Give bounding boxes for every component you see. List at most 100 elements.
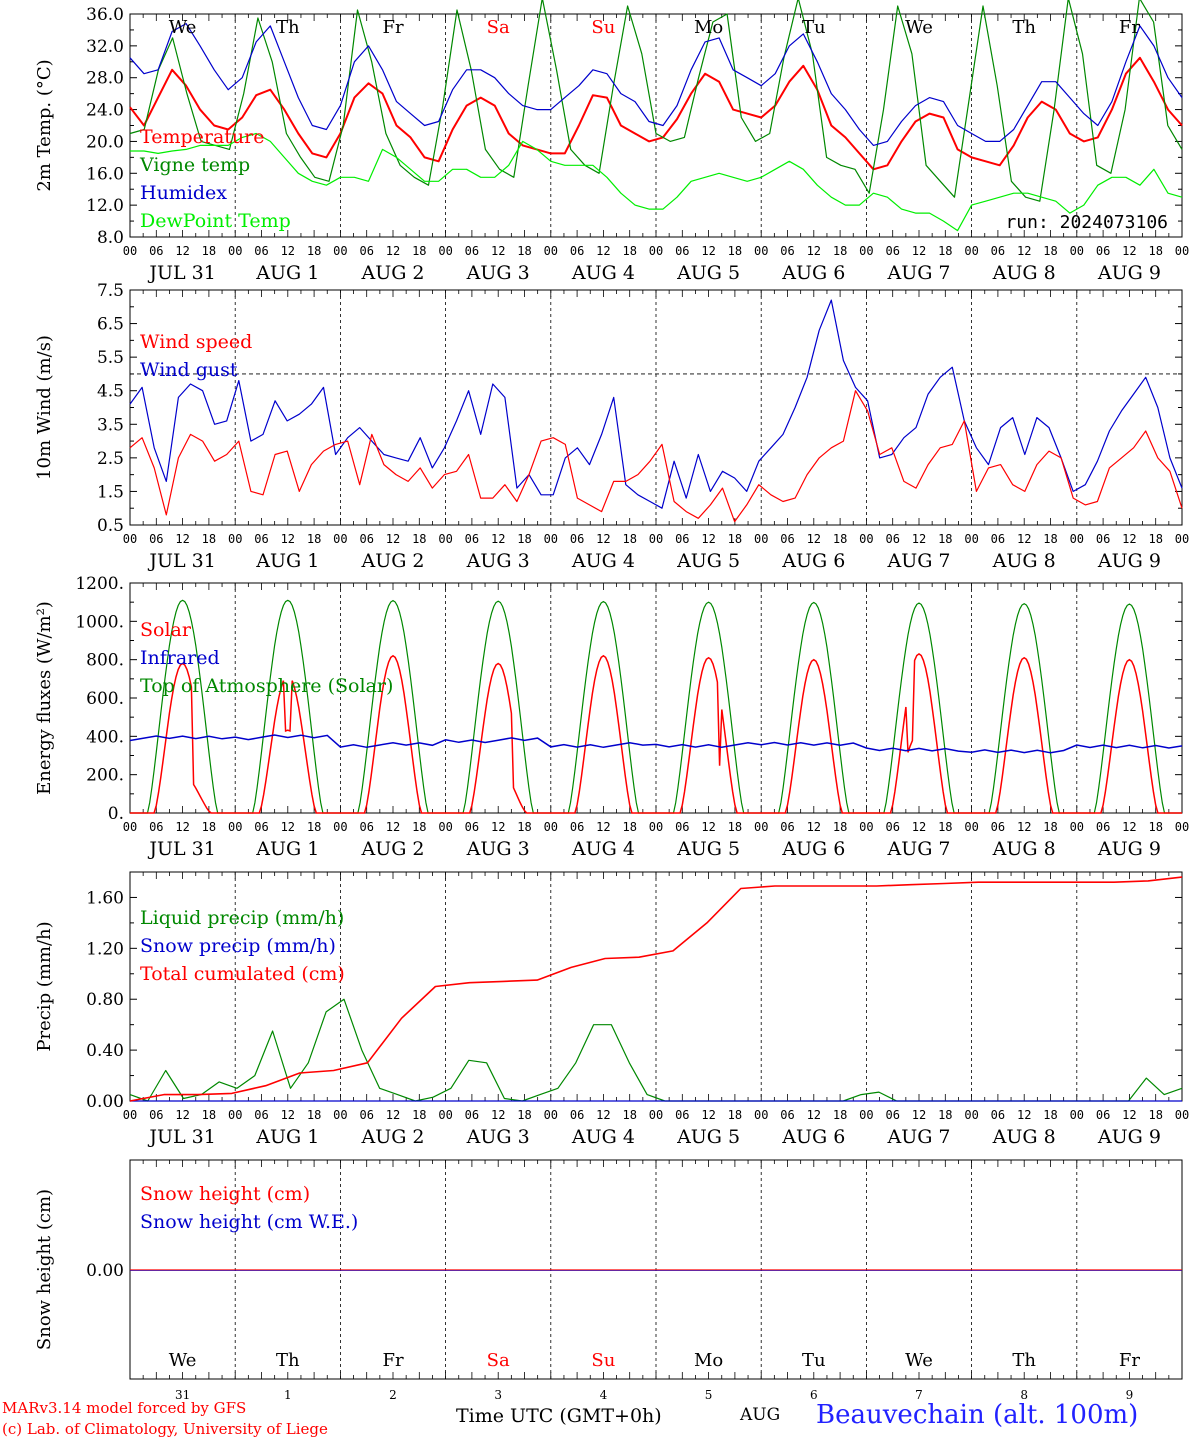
hour-tick-label: 00 <box>649 532 663 546</box>
legend-snow-height-cm-w-e-: Snow height (cm W.E.) <box>140 1211 358 1233</box>
date-number-label: 31 <box>175 1388 190 1402</box>
date-label: AUG 8 <box>992 550 1056 572</box>
weekday-label: Fr <box>382 1350 403 1371</box>
y-tick-label: 1.5 <box>97 482 124 502</box>
hour-tick-label: 18 <box>517 820 531 834</box>
hour-tick-label: 06 <box>149 1108 163 1122</box>
y-tick-label: 36.0 <box>86 5 124 25</box>
hour-tick-label: 00 <box>123 1108 137 1122</box>
hour-tick-label: 00 <box>228 820 242 834</box>
hour-tick-label: 00 <box>123 244 137 258</box>
date-label: JUL 31 <box>147 550 215 572</box>
hour-tick-label: 00 <box>649 244 663 258</box>
y-tick-label: 16.0 <box>86 164 124 184</box>
hour-tick-label: 18 <box>728 532 742 546</box>
hour-tick-label: 12 <box>491 1108 505 1122</box>
y-tick-label: 6.5 <box>97 315 124 335</box>
hour-tick-label: 06 <box>991 1108 1005 1122</box>
series-vigne-temp <box>129 0 1183 202</box>
hour-tick-label: 00 <box>1070 1108 1084 1122</box>
hour-tick-label: 00 <box>964 1108 978 1122</box>
hour-tick-label: 12 <box>912 244 926 258</box>
date-number-label: 1 <box>284 1388 292 1402</box>
date-label: AUG 1 <box>255 550 319 572</box>
hour-tick-label: 18 <box>307 1108 321 1122</box>
date-label: AUG 4 <box>571 838 635 860</box>
hour-tick-label: 06 <box>1096 1108 1110 1122</box>
hour-tick-label: 00 <box>544 244 558 258</box>
hour-tick-label: 06 <box>991 244 1005 258</box>
weekday-label: Fr <box>1119 17 1140 38</box>
date-label: AUG 1 <box>255 838 319 860</box>
date-label: AUG 7 <box>886 838 950 860</box>
date-label: AUG 6 <box>781 262 845 284</box>
hour-tick-label: 18 <box>622 532 636 546</box>
hour-tick-label: 18 <box>412 244 426 258</box>
hour-tick-label: 00 <box>964 820 978 834</box>
y-tick-label: 0. <box>108 804 124 824</box>
series-humidex <box>129 23 1183 146</box>
hour-tick-label: 18 <box>728 820 742 834</box>
lab-credit: (c) Lab. of Climatology, University of L… <box>2 1420 328 1438</box>
date-label: AUG 9 <box>1097 838 1161 860</box>
hour-tick-label: 06 <box>254 1108 268 1122</box>
date-number-label: 6 <box>810 1388 818 1402</box>
hour-tick-label: 00 <box>649 820 663 834</box>
hour-tick-label: 06 <box>675 820 689 834</box>
date-label: AUG 2 <box>360 550 424 572</box>
y-tick-label: 600. <box>86 689 124 709</box>
hour-tick-label: 06 <box>1096 244 1110 258</box>
date-label: AUG 3 <box>466 550 530 572</box>
date-label: AUG 4 <box>571 550 635 572</box>
y-axis-label: Precip (mm/h) <box>34 921 55 1051</box>
y-tick-label: 0.40 <box>86 1041 124 1061</box>
date-number-label: 4 <box>600 1388 608 1402</box>
y-tick-label: 24.0 <box>86 101 124 121</box>
hour-tick-label: 06 <box>885 244 899 258</box>
hour-tick-label: 18 <box>1043 244 1057 258</box>
hour-tick-label: 00 <box>438 532 452 546</box>
y-axis-label: 10m Wind (m/s) <box>34 335 55 480</box>
y-tick-label: 0.00 <box>86 1092 124 1112</box>
hour-tick-label: 18 <box>412 820 426 834</box>
hour-tick-label: 12 <box>175 244 189 258</box>
hour-tick-label: 18 <box>833 244 847 258</box>
hour-tick-label: 12 <box>596 1108 610 1122</box>
hour-tick-label: 00 <box>438 1108 452 1122</box>
hour-tick-label: 18 <box>622 820 636 834</box>
hour-tick-label: 18 <box>1043 820 1057 834</box>
hour-tick-label: 06 <box>465 244 479 258</box>
legend-total-cumulated-cm-: Total cumulated (cm) <box>140 963 345 985</box>
hour-tick-label: 00 <box>1070 244 1084 258</box>
hour-tick-label: 18 <box>622 1108 636 1122</box>
hour-tick-label: 00 <box>333 244 347 258</box>
weekday-label: Th <box>276 1350 300 1371</box>
hour-tick-label: 18 <box>412 532 426 546</box>
hour-tick-label: 06 <box>570 244 584 258</box>
hour-tick-label: 18 <box>202 244 216 258</box>
hour-tick-label: 12 <box>701 244 715 258</box>
hour-tick-label: 18 <box>307 244 321 258</box>
weekday-label: Th <box>1012 17 1036 38</box>
hour-tick-label: 06 <box>359 244 373 258</box>
weekday-label: We <box>169 17 197 38</box>
date-label: AUG 4 <box>571 1126 635 1148</box>
hour-tick-label: 12 <box>386 244 400 258</box>
hour-tick-label: 06 <box>359 820 373 834</box>
y-tick-label: 8.0 <box>97 228 124 248</box>
hour-tick-label: 00 <box>123 532 137 546</box>
weekday-label: Fr <box>382 17 403 38</box>
weekday-label: Th <box>276 17 300 38</box>
legend-wind-speed: Wind speed <box>140 331 252 353</box>
series-wind-gust <box>129 299 1183 509</box>
hour-tick-label: 18 <box>307 820 321 834</box>
weekday-label: Fr <box>1119 1350 1140 1371</box>
y-tick-label: 12.0 <box>86 196 124 216</box>
y-tick-label: 1.60 <box>86 888 124 908</box>
legend-humidex: Humidex <box>140 182 227 204</box>
y-axis-label: Energy fluxes (W/m²) <box>34 601 55 795</box>
hour-tick-label: 12 <box>1017 820 1031 834</box>
hour-tick-label: 06 <box>149 532 163 546</box>
hour-tick-label: 00 <box>859 1108 873 1122</box>
